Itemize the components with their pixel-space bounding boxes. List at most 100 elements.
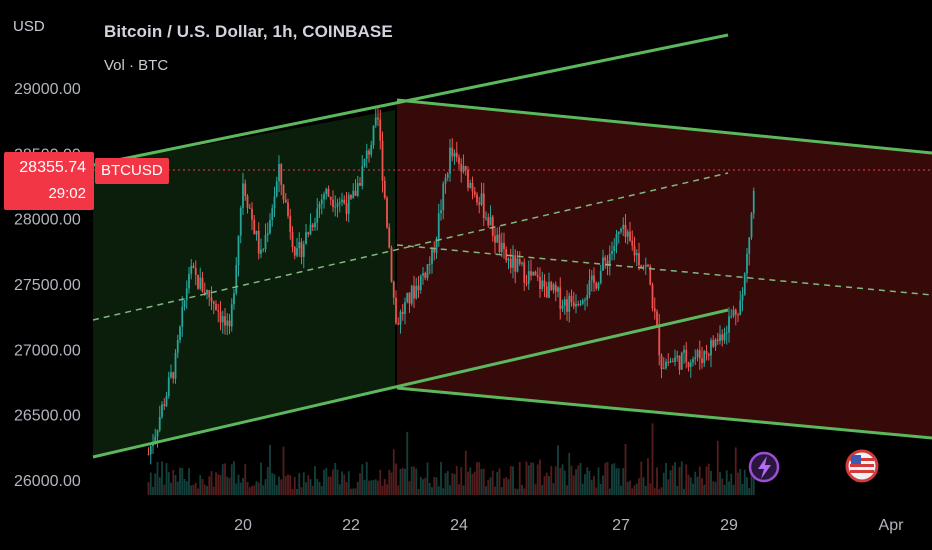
candle-body xyxy=(239,207,242,236)
volume-bar xyxy=(251,486,253,495)
volume-bar xyxy=(289,475,292,495)
candle-body xyxy=(505,249,508,261)
volume-bar xyxy=(154,473,157,495)
volume-bar xyxy=(386,484,388,495)
volume-bar xyxy=(599,483,602,495)
ascending-channel-mid-line[interactable] xyxy=(92,172,729,321)
volume-bar xyxy=(404,468,406,495)
volume-bar xyxy=(318,481,321,495)
volume-bar xyxy=(593,475,595,495)
volume-bar xyxy=(719,472,721,495)
candle-body xyxy=(224,316,226,326)
volume-bar xyxy=(347,471,350,495)
volume-bar xyxy=(462,485,465,495)
volume-bar xyxy=(714,481,717,495)
candle-body xyxy=(372,125,375,146)
candle-body xyxy=(266,233,269,235)
volume-bar xyxy=(237,474,240,495)
candle-body xyxy=(462,165,465,172)
current-price-tag: 28355.74 29:02 xyxy=(4,152,94,210)
candle-body xyxy=(446,173,449,178)
volume-bar xyxy=(314,466,316,495)
candle-body xyxy=(257,230,260,254)
volume-bar xyxy=(707,463,710,495)
volume-bar xyxy=(305,482,307,495)
candle-body xyxy=(167,377,170,396)
candle-body xyxy=(368,150,370,155)
candle-body xyxy=(397,323,400,325)
candle-body xyxy=(728,316,730,333)
candle-body xyxy=(545,286,548,298)
volume-bar xyxy=(253,485,256,495)
volume-bar xyxy=(316,478,319,495)
volume-bar xyxy=(210,471,213,495)
volume-bar xyxy=(212,486,215,495)
volume-bar xyxy=(561,464,564,495)
volume-bar xyxy=(624,444,627,495)
candle-body xyxy=(507,258,510,261)
volume-bar xyxy=(469,467,472,495)
volume-bar xyxy=(741,484,744,495)
volume-bar xyxy=(611,464,613,495)
ascending-channel-lower-line[interactable] xyxy=(92,308,729,459)
lightning-event-icon[interactable] xyxy=(748,451,780,483)
volume-bar xyxy=(521,484,523,495)
chart-title[interactable]: Bitcoin / U.S. Dollar, 1h, COINBASE xyxy=(104,22,393,41)
descending-channel-mid-line[interactable] xyxy=(396,244,932,296)
volume-bar xyxy=(422,479,424,495)
candle-body xyxy=(188,273,190,289)
volume-bar xyxy=(365,461,368,495)
volume-bar xyxy=(208,476,211,495)
candle-body xyxy=(291,231,294,248)
candle-body xyxy=(694,357,697,360)
volume-bar xyxy=(406,431,409,495)
volume-bar xyxy=(161,461,163,495)
volume-bar xyxy=(221,464,224,495)
us-flag-event-icon[interactable] xyxy=(845,449,879,483)
volume-indicator-label[interactable]: Vol · BTC xyxy=(104,57,169,74)
candle-body xyxy=(752,190,755,214)
candle-body xyxy=(613,245,616,252)
volume-bar xyxy=(514,488,517,495)
volume-bar xyxy=(563,470,566,495)
volume-bar xyxy=(343,474,346,495)
candle-body xyxy=(179,326,181,341)
candle-body xyxy=(431,247,433,264)
candle-body xyxy=(161,404,163,417)
descending-channel-lower-line[interactable] xyxy=(396,386,932,440)
volume-bar xyxy=(334,462,337,495)
candle-body xyxy=(626,231,629,237)
candle-body xyxy=(455,152,458,158)
candle-body xyxy=(174,352,177,379)
candle-body xyxy=(271,208,274,221)
candle-body xyxy=(221,316,224,323)
candle-body xyxy=(476,194,478,203)
descending-channel-upper-line[interactable] xyxy=(396,98,932,155)
candle-body xyxy=(595,282,598,289)
volume-bar xyxy=(197,488,199,495)
candle-body xyxy=(624,224,627,237)
candle-body xyxy=(251,208,253,220)
volume-bar xyxy=(230,464,233,495)
volume-bar xyxy=(298,473,301,495)
channel-lines[interactable] xyxy=(92,33,932,459)
volume-bar xyxy=(516,488,519,495)
candle-body xyxy=(489,216,492,226)
volume-bar xyxy=(147,482,150,495)
volume-bar xyxy=(390,472,393,495)
volume-bar xyxy=(194,482,197,495)
x-axis[interactable]: 20 22 24 27 29 Apr xyxy=(234,517,904,534)
volume-bar xyxy=(374,479,377,495)
candle-body xyxy=(689,362,692,368)
candle-body xyxy=(156,430,159,437)
volume-bar xyxy=(201,479,204,495)
candle-body xyxy=(242,183,244,208)
candle-body xyxy=(680,352,683,370)
candle-body xyxy=(712,340,715,347)
candle-body xyxy=(449,147,451,174)
candle-body xyxy=(192,265,195,269)
volume-bar xyxy=(602,475,604,495)
x-tick-label: 27 xyxy=(612,517,630,534)
candle-body xyxy=(692,359,694,363)
